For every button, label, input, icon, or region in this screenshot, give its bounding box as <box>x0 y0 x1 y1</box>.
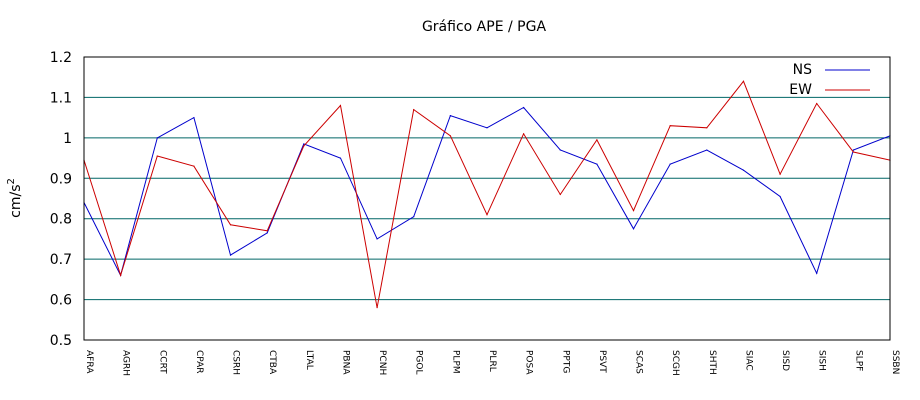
data-point-ns <box>742 169 745 171</box>
data-point-ns <box>413 216 415 218</box>
series-line-ew <box>83 80 891 308</box>
series-line-ns <box>83 106 891 277</box>
data-point-ns <box>449 115 451 117</box>
x-tick-label: PBNA <box>340 350 350 375</box>
data-point-ns <box>193 117 195 119</box>
data-point-ew <box>413 108 415 111</box>
y-axis-label-text: cm/s <box>8 185 24 218</box>
data-point-ew <box>193 165 195 167</box>
legend-label-ns: NS <box>793 62 812 78</box>
data-point-ew <box>303 145 305 147</box>
y-tick-labels: 0.5 0.6 0.7 0.8 0.9 1 1.1 1.2 <box>50 50 72 349</box>
y-tick-label: 1 <box>63 131 72 147</box>
data-point-ew <box>779 173 781 175</box>
x-tick-labels: AFRA AGRH CCRT CPAR CSRH CTBA LTAL PBNA PCNH PGOL… <box>84 350 900 376</box>
data-point-ew <box>596 139 598 141</box>
y-tick-label: 1.1 <box>50 90 72 106</box>
data-point-ew <box>229 224 232 226</box>
data-point-ns <box>669 163 671 165</box>
x-tick-label: PPTG <box>560 350 570 373</box>
data-point-ns <box>266 232 268 234</box>
legend-label-ew: EW <box>789 82 812 98</box>
data-point-ns <box>852 149 854 151</box>
data-point-ns <box>303 143 305 145</box>
x-tick-label: PGOL <box>414 350 424 375</box>
x-tick-label: PCNH <box>377 350 387 375</box>
plot-area-frame <box>83 56 891 341</box>
y-tick-label: 0.6 <box>50 293 72 309</box>
data-point-ew <box>266 230 268 232</box>
y-tick-label: 0.9 <box>50 171 72 187</box>
data-point-ew <box>156 155 158 157</box>
x-tick-label: SLPF <box>853 350 863 371</box>
data-point-ew <box>486 214 488 216</box>
data-point-ns <box>779 195 781 198</box>
data-point-ew <box>449 135 451 137</box>
x-tick-label: SISH <box>817 350 827 371</box>
x-tick-label: PLRL <box>487 350 497 372</box>
legend: NS EW <box>789 62 870 98</box>
data-point-ew <box>706 127 708 129</box>
data-point-ew <box>816 102 818 105</box>
data-point-ew <box>523 133 525 135</box>
x-tick-label: LTAL <box>304 350 314 370</box>
data-point-ew <box>376 307 378 309</box>
data-point-ns <box>376 238 378 240</box>
data-point-ns <box>523 106 525 109</box>
x-tick-label: CCRT <box>157 350 167 374</box>
data-point-ew <box>120 274 122 276</box>
y-axis-label: cm/s2 <box>6 178 24 218</box>
data-point-ew <box>742 80 745 82</box>
data-point-ew <box>669 125 671 127</box>
x-tick-label: AFRA <box>84 350 94 374</box>
data-point-ew <box>852 151 854 153</box>
y-tick-label: 0.5 <box>50 333 72 349</box>
x-tick-label: PSVT <box>597 350 607 373</box>
data-point-ns <box>816 272 818 274</box>
x-tick-label: AGRH <box>121 350 131 376</box>
y-axis-label-superscript: 2 <box>6 178 17 184</box>
series-lines <box>83 80 891 309</box>
data-point-ew <box>632 210 635 212</box>
x-tick-label: POSA <box>524 350 534 375</box>
data-point-ns <box>596 163 598 165</box>
y-tick-label: 0.8 <box>50 212 72 228</box>
data-point-ns <box>486 127 488 129</box>
x-tick-label: SCGH <box>670 350 680 376</box>
x-tick-label: SISD <box>780 350 790 371</box>
x-tick-label: CPAR <box>194 350 204 374</box>
data-point-ns <box>559 149 561 151</box>
data-point-ew <box>339 104 342 107</box>
data-point-ns <box>339 157 342 159</box>
svg-text:cm/s2: cm/s2 <box>6 178 24 218</box>
x-tick-label: SIAC <box>743 350 753 371</box>
grid <box>84 96 890 301</box>
x-tick-label: PLPM <box>450 350 460 374</box>
data-point-ns <box>156 137 158 139</box>
data-point-ns <box>706 149 708 151</box>
data-point-ew <box>559 193 561 196</box>
y-tick-label: 1.2 <box>50 50 72 66</box>
x-tick-label: CSRH <box>231 350 241 375</box>
x-tick-label: SHTH <box>707 350 717 375</box>
x-tick-label: SSBN <box>890 350 900 374</box>
data-point-ns <box>229 254 232 256</box>
data-point-ns <box>632 228 635 230</box>
chart-title: Gráfico APE / PGA <box>422 19 546 35</box>
y-tick-label: 0.7 <box>50 252 72 268</box>
x-tick-label: SCAS <box>634 350 644 374</box>
x-tick-label: CTBA <box>267 350 277 375</box>
